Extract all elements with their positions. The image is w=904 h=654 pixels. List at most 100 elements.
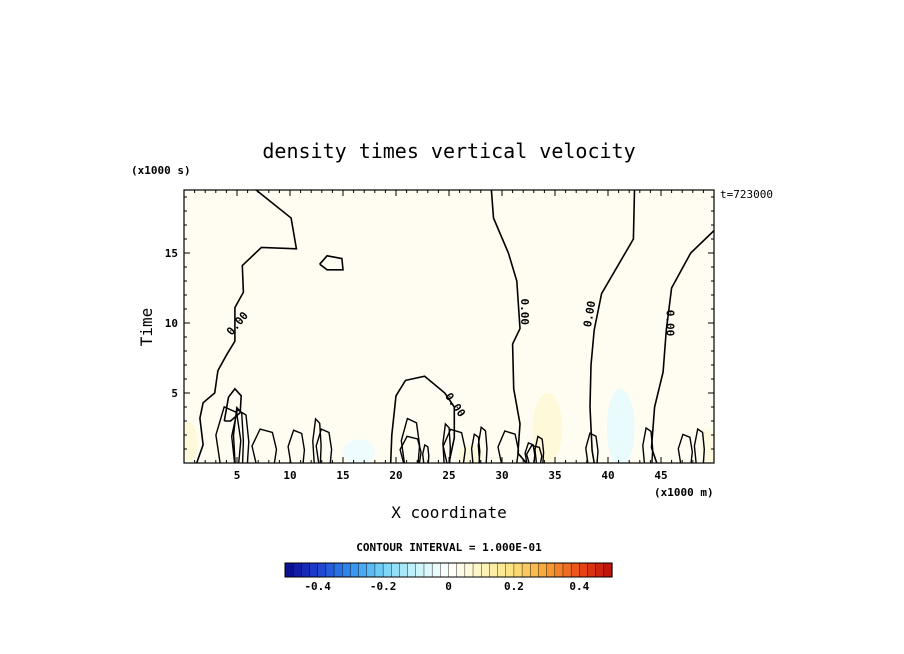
colorbar-bin (481, 562, 490, 578)
colorbar-bin (309, 562, 319, 578)
field-background (184, 190, 714, 463)
colorbar-bin (342, 562, 352, 578)
y-axis-label: Time (137, 308, 156, 347)
zero-contour (585, 432, 599, 463)
colorbar-bin (489, 562, 499, 578)
field-anomaly (532, 393, 563, 463)
axis-ticks: 5 10 15 20 25 30 35 40 45 5 10 15 (165, 190, 714, 482)
colorbar-frame (284, 562, 613, 578)
colorbar-tick-label: -0.4 (304, 580, 331, 593)
contour-label: 0.00 (663, 310, 676, 337)
zero-contour (490, 190, 528, 463)
colorbar-bin (546, 562, 556, 578)
zero-contour (215, 405, 242, 463)
colorbar-bin (284, 562, 294, 578)
colorbar-bin (562, 562, 572, 578)
colorbar-bin (570, 562, 580, 578)
colorbar-bin (382, 562, 392, 578)
colorbar-bin (603, 562, 613, 578)
y-tick-label: 5 (171, 387, 178, 400)
colorbar-bin (538, 562, 548, 578)
zero-contour-lines (195, 190, 714, 463)
zero-contour (399, 435, 422, 463)
colorbar-bin (431, 562, 441, 578)
colorbar-bin (374, 562, 384, 578)
x-tick-label: 45 (654, 469, 667, 482)
field-anomaly (343, 439, 375, 463)
colorbar-bin (513, 562, 523, 578)
zero-contour (195, 190, 298, 463)
colorbar-bin (505, 562, 515, 578)
x-tick-label: 20 (389, 469, 402, 482)
colorbar-bin (440, 562, 450, 578)
colorbar-bin (579, 562, 589, 578)
x-tick-label: 25 (442, 469, 455, 482)
zero-contour (287, 429, 306, 463)
x-tick-label: 30 (495, 469, 508, 482)
colorbar-bin (391, 562, 401, 578)
zero-contour (497, 430, 520, 463)
x-axis-unit: (x1000 m) (654, 486, 714, 499)
zero-contour (389, 375, 456, 463)
colorbar-bin (317, 562, 327, 578)
colorbar-bin (358, 562, 368, 578)
colorbar-bin (292, 562, 302, 578)
x-tick-label: 5 (234, 469, 241, 482)
y-tick-label: 15 (165, 247, 178, 260)
zero-contour (223, 387, 243, 422)
colorbar-bin (423, 562, 433, 578)
field-layer (184, 190, 714, 463)
colorbar-tick-label: 0.2 (504, 580, 524, 593)
zero-contour (315, 428, 333, 463)
colorbar-tick-label: 0 (445, 580, 452, 593)
zero-contour (251, 428, 278, 463)
time-stamp: t=723000 (720, 188, 773, 201)
zero-contour (693, 427, 706, 463)
colorbar-bin (521, 562, 531, 578)
colorbar-bin (456, 562, 466, 578)
field-anomaly (606, 388, 635, 463)
contour-interval-text: CONTOUR INTERVAL = 1.000E-01 (356, 541, 542, 554)
colorbar-bin (333, 562, 343, 578)
zero-contour (442, 428, 467, 463)
zero-contour (524, 441, 536, 463)
colorbar-bin (497, 562, 507, 578)
field-anomalies (184, 388, 714, 463)
zero-contour (312, 417, 322, 463)
zero-contour (642, 426, 654, 463)
colorbar-tick-label: -0.2 (370, 580, 397, 593)
colorbar-tick-label: 0.4 (569, 580, 589, 593)
contour-label: 0.00 (581, 300, 598, 328)
zero-contour (534, 435, 545, 463)
colorbar-bin (554, 562, 564, 578)
zero-contour (232, 405, 245, 463)
chart-title: density times vertical velocity (262, 139, 635, 163)
colorbar-bin (472, 562, 482, 578)
zero-contour (677, 433, 694, 463)
x-tick-label: 15 (336, 469, 349, 482)
zero-contour (470, 432, 481, 463)
y-axis-unit: (x1000 s) (131, 164, 191, 177)
x-axis-label: X coordinate (391, 503, 507, 522)
contour-label: 0.00 (518, 299, 531, 326)
colorbar-bin (448, 562, 458, 578)
colorbar-bin (350, 562, 360, 578)
zero-contour (421, 443, 430, 463)
colorbar-bin (366, 562, 376, 578)
x-tick-label: 40 (601, 469, 614, 482)
colorbar-bin (325, 562, 335, 578)
colorbar: -0.4 -0.2 0 0.2 0.4 (284, 562, 613, 593)
y-tick-label: 10 (165, 317, 178, 330)
colorbar-bin (530, 562, 540, 578)
colorbar-bin (415, 562, 425, 578)
zero-contour (589, 190, 636, 463)
colorbar-bin (399, 562, 409, 578)
colorbar-bin (587, 562, 597, 578)
zero-contour (477, 425, 488, 463)
x-tick-label: 10 (283, 469, 296, 482)
zero-contour (319, 254, 344, 271)
zero-contour (400, 417, 421, 463)
field-anomaly (184, 422, 198, 462)
colorbar-bin (301, 562, 311, 578)
